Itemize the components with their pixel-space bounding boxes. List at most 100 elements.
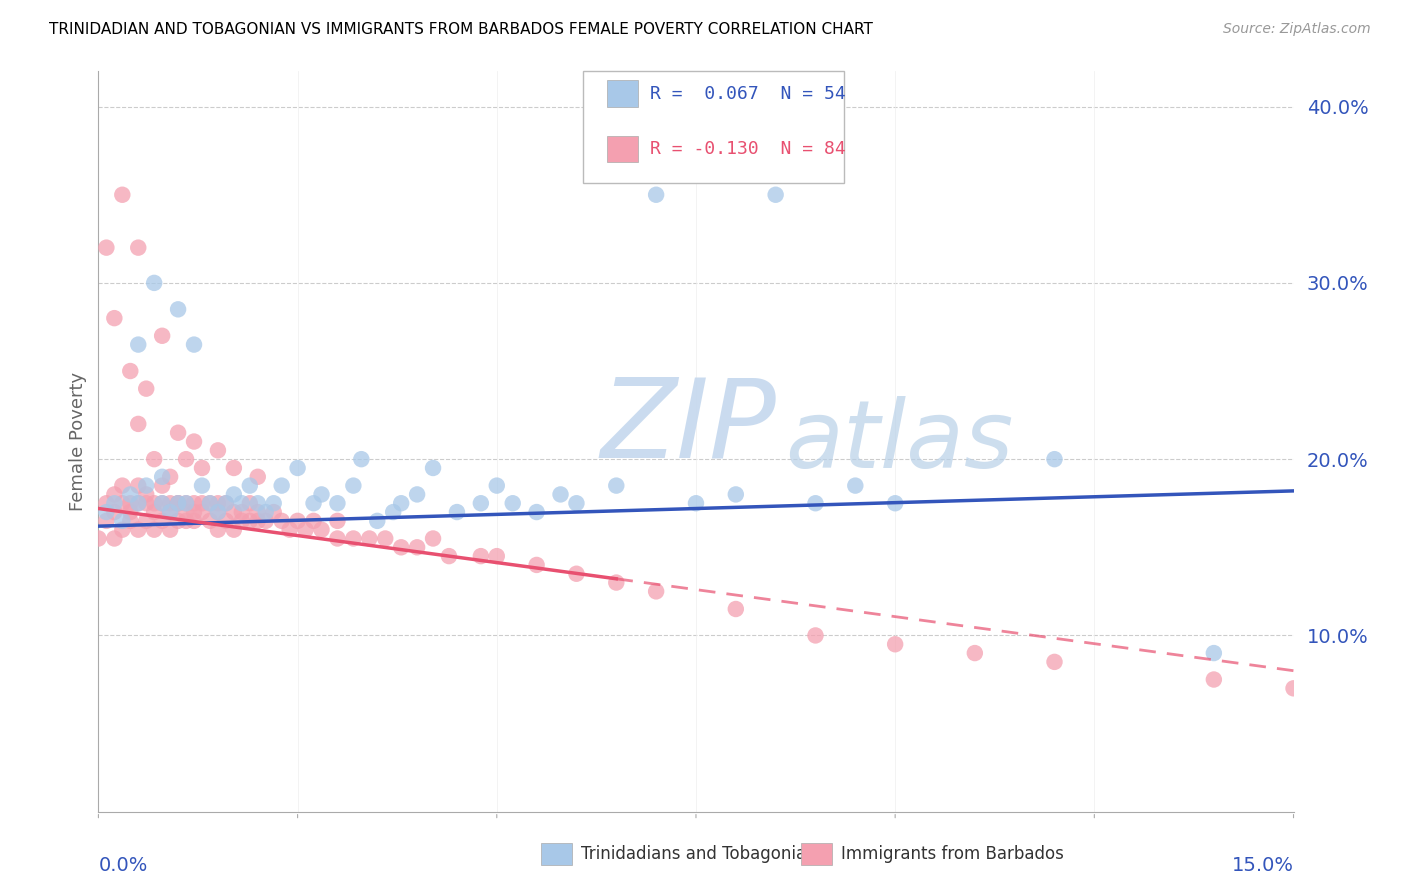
Point <box>350 452 373 467</box>
Point <box>143 496 166 510</box>
Point <box>150 496 173 510</box>
Point <box>254 514 277 528</box>
Point <box>167 496 190 510</box>
Point <box>884 496 907 510</box>
Point <box>1202 646 1225 660</box>
Point <box>724 602 747 616</box>
Point <box>111 496 134 510</box>
Point <box>389 496 412 510</box>
Point <box>191 496 214 510</box>
Point <box>159 505 181 519</box>
Point <box>135 382 157 396</box>
Point <box>167 496 190 510</box>
Point <box>143 505 166 519</box>
Point <box>167 425 190 440</box>
Point <box>222 461 245 475</box>
Point <box>804 496 827 510</box>
Point <box>174 452 197 467</box>
Point <box>127 478 149 492</box>
Point <box>222 487 245 501</box>
Point <box>374 532 396 546</box>
Point <box>765 187 787 202</box>
Point <box>270 514 292 528</box>
Point <box>254 505 277 519</box>
Point <box>159 470 181 484</box>
Point <box>406 487 429 501</box>
Point <box>96 514 118 528</box>
Point <box>389 541 412 555</box>
Point <box>96 505 118 519</box>
Point <box>207 496 229 510</box>
Point <box>645 584 668 599</box>
Point <box>1282 681 1305 696</box>
Point <box>884 637 907 651</box>
Point <box>191 505 214 519</box>
Point <box>127 496 149 510</box>
Point <box>231 496 253 510</box>
Point <box>1043 452 1066 467</box>
Point <box>1043 655 1066 669</box>
Point <box>382 505 405 519</box>
Point <box>120 505 142 519</box>
Point <box>470 549 492 563</box>
Point <box>605 478 627 492</box>
Point <box>191 461 214 475</box>
Point <box>174 496 197 510</box>
Point <box>239 478 262 492</box>
Point <box>263 505 285 519</box>
Point <box>550 487 572 501</box>
Point <box>150 328 173 343</box>
Point <box>127 496 149 510</box>
Point <box>287 461 309 475</box>
Point <box>287 514 309 528</box>
Text: Source: ZipAtlas.com: Source: ZipAtlas.com <box>1223 22 1371 37</box>
Point <box>844 478 866 492</box>
Point <box>103 487 125 501</box>
Point <box>437 549 460 563</box>
Text: ZIP: ZIP <box>600 373 776 480</box>
Point <box>685 496 707 510</box>
Point <box>311 523 333 537</box>
Point <box>150 514 173 528</box>
Point <box>183 434 205 449</box>
Point <box>804 628 827 642</box>
Point <box>342 532 364 546</box>
Text: R =  0.067  N = 54: R = 0.067 N = 54 <box>650 85 845 103</box>
Point <box>359 532 381 546</box>
Text: Trinidadians and Tobagonians: Trinidadians and Tobagonians <box>581 845 825 863</box>
Point <box>111 523 134 537</box>
Point <box>246 505 269 519</box>
Point <box>159 505 181 519</box>
Point <box>111 187 134 202</box>
Point <box>502 496 524 510</box>
Point <box>150 496 173 510</box>
Point <box>198 514 221 528</box>
Point <box>167 302 190 317</box>
Point <box>406 541 429 555</box>
Point <box>135 496 157 510</box>
Y-axis label: Female Poverty: Female Poverty <box>69 372 87 511</box>
Point <box>143 276 166 290</box>
Point <box>326 532 349 546</box>
Point <box>167 514 190 528</box>
Point <box>294 523 316 537</box>
Point <box>174 514 197 528</box>
Point <box>1202 673 1225 687</box>
Point <box>302 514 325 528</box>
Point <box>150 478 173 492</box>
Point <box>422 461 444 475</box>
Point <box>167 496 190 510</box>
Point <box>565 496 588 510</box>
Point <box>326 514 349 528</box>
Point <box>645 187 668 202</box>
Point <box>135 478 157 492</box>
Point <box>231 505 253 519</box>
Point <box>103 505 125 519</box>
Point <box>127 523 149 537</box>
Point <box>222 523 245 537</box>
Point <box>207 443 229 458</box>
Point <box>111 514 134 528</box>
Point <box>263 496 285 510</box>
Point <box>174 496 197 510</box>
Point <box>526 558 548 572</box>
